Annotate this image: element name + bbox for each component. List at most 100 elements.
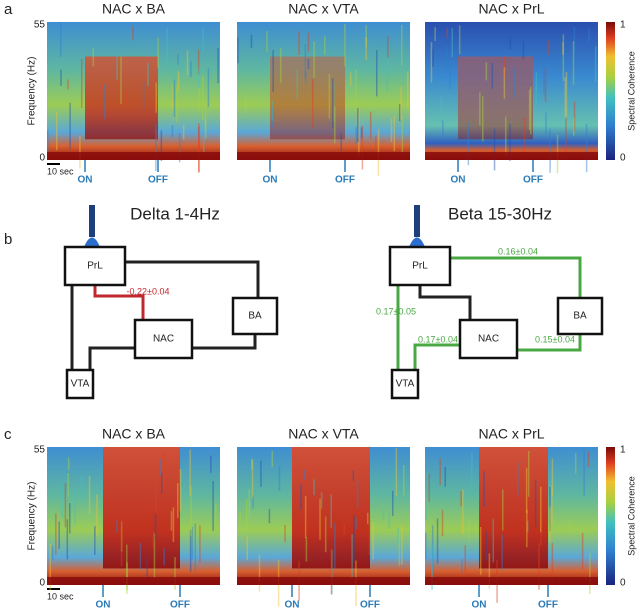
texture-stripe xyxy=(126,562,128,591)
texture-stripe xyxy=(458,25,461,55)
texture-stripe xyxy=(526,520,529,533)
texture-stripe xyxy=(467,122,470,166)
texture-stripe xyxy=(351,534,353,578)
bottom-band xyxy=(237,152,410,160)
texture-stripe xyxy=(562,34,565,82)
texture-stripe xyxy=(528,89,531,130)
texture-stripe xyxy=(132,25,134,41)
texture-stripe xyxy=(278,466,281,492)
colorbar-bottom: 0 xyxy=(620,578,626,589)
texture-stripe xyxy=(330,547,333,595)
event-label: OFF xyxy=(335,175,355,186)
texture-stripe xyxy=(474,524,477,538)
texture-stripe xyxy=(69,102,71,149)
texture-stripe xyxy=(55,513,57,555)
texture-stripe xyxy=(244,93,247,113)
texture-stripe xyxy=(372,522,374,560)
texture-stripe xyxy=(573,101,576,132)
texture-stripe xyxy=(142,81,145,109)
y-bottom-label: 0 xyxy=(39,578,45,589)
node-box xyxy=(65,368,95,400)
texture-stripe xyxy=(304,43,307,78)
texture-stripe xyxy=(146,558,148,581)
node-label: BA xyxy=(248,311,262,322)
texture-stripe xyxy=(245,498,248,532)
texture-stripe xyxy=(509,36,512,49)
texture-stripe xyxy=(171,84,174,108)
texture-stripe xyxy=(548,40,550,56)
texture-stripe xyxy=(271,106,274,129)
texture-stripe xyxy=(549,506,551,543)
colorbar xyxy=(606,22,615,160)
texture-stripe xyxy=(177,54,179,65)
electrode xyxy=(414,205,420,237)
texture-stripe xyxy=(163,452,166,491)
event-label: OFF xyxy=(170,600,190,610)
texture-stripe xyxy=(202,28,204,54)
texture-stripe xyxy=(120,520,123,566)
texture-stripe xyxy=(574,453,577,474)
texture-stripe xyxy=(386,53,388,92)
texture-stripe xyxy=(406,71,409,109)
node-box xyxy=(390,368,420,400)
texture-stripe xyxy=(101,481,103,494)
texture-stripe xyxy=(440,96,443,123)
texture-stripe xyxy=(434,27,436,41)
texture-stripe xyxy=(360,127,363,139)
texture-stripe xyxy=(172,507,175,542)
texture-stripe xyxy=(358,108,360,157)
texture-stripe xyxy=(493,128,496,171)
scale-bar-label: 10 sec xyxy=(47,591,74,601)
texture-stripe xyxy=(464,545,467,572)
texture-stripe xyxy=(333,81,335,122)
texture-stripe xyxy=(237,37,239,64)
colorbar-top: 1 xyxy=(620,20,626,31)
connection xyxy=(512,334,582,352)
texture-stripe xyxy=(212,481,214,531)
texture-stripe xyxy=(155,130,158,142)
texture-stripe xyxy=(323,36,326,55)
texture-stripe xyxy=(572,41,575,85)
texture-stripe xyxy=(177,483,179,518)
texture-stripe xyxy=(449,59,451,90)
texture-stripe xyxy=(355,518,357,530)
node-box xyxy=(556,296,604,336)
diagram-title: Delta 1-4Hz xyxy=(130,204,220,223)
texture-stripe xyxy=(307,32,310,53)
texture-stripe xyxy=(204,116,207,132)
node-label: VTA xyxy=(396,379,415,390)
bottom-band xyxy=(425,577,598,585)
event-label: ON xyxy=(472,600,487,610)
texture-stripe xyxy=(509,123,511,162)
texture-stripe xyxy=(239,512,241,523)
texture-stripe xyxy=(296,69,299,100)
texture-stripe xyxy=(92,48,95,67)
texture-stripe xyxy=(551,485,553,524)
texture-stripe xyxy=(176,85,178,124)
texture-stripe xyxy=(445,45,448,74)
texture-stripe xyxy=(375,136,377,153)
plot-title: NAC x VTA xyxy=(288,426,359,442)
texture-stripe xyxy=(248,489,251,518)
texture-stripe xyxy=(526,509,528,548)
texture-stripe xyxy=(198,123,200,173)
texture-stripe xyxy=(178,132,181,163)
texture-stripe xyxy=(401,115,404,153)
texture-stripe xyxy=(393,115,396,152)
connection xyxy=(88,346,135,370)
texture-stripe xyxy=(210,455,212,473)
texture-stripe xyxy=(67,472,69,498)
texture-stripe xyxy=(157,37,159,68)
plot-title: NAC x BA xyxy=(102,426,166,442)
texture-stripe xyxy=(562,42,564,55)
texture-stripe xyxy=(502,489,504,531)
texture-stripe xyxy=(125,91,127,108)
texture-stripe xyxy=(588,28,590,42)
texture-stripe xyxy=(79,135,81,169)
texture-stripe xyxy=(439,458,441,486)
texture-stripe xyxy=(58,521,60,549)
texture-stripe xyxy=(426,472,429,484)
y-top-label: 55 xyxy=(34,445,46,456)
texture-stripe xyxy=(67,457,70,470)
texture-stripe xyxy=(96,494,98,536)
